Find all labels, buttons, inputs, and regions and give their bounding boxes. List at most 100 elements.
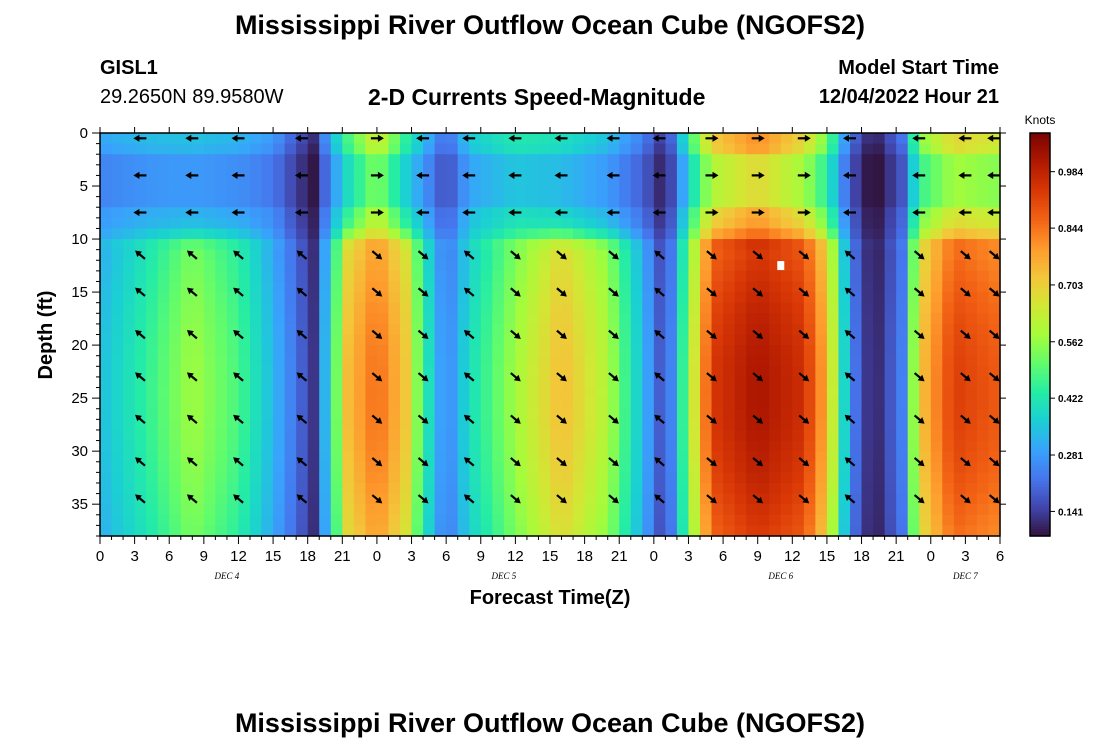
heatmap-cell xyxy=(423,376,436,389)
heatmap-cell xyxy=(296,387,309,399)
heatmap-cell xyxy=(630,249,643,261)
heatmap-cell xyxy=(769,461,782,473)
heatmap-cell xyxy=(700,164,713,177)
heatmap-cell xyxy=(169,323,182,336)
heatmap-cell xyxy=(319,154,332,166)
heatmap-cell xyxy=(780,164,793,177)
heatmap-cell xyxy=(746,345,759,357)
heatmap-cell xyxy=(526,387,540,399)
heatmap-cell xyxy=(492,207,505,219)
heatmap-cell xyxy=(976,461,990,473)
heatmap-cell xyxy=(342,398,355,410)
heatmap-cell xyxy=(873,355,886,367)
heatmap-cell xyxy=(561,398,574,410)
heatmap-cell xyxy=(723,323,736,336)
heatmap-cell xyxy=(400,154,413,166)
heatmap-cell xyxy=(215,451,228,463)
heatmap-cell xyxy=(873,429,886,442)
heatmap-cell xyxy=(169,482,182,495)
heatmap-cell xyxy=(873,292,886,304)
heatmap-cell xyxy=(284,154,297,166)
heatmap-cell xyxy=(780,419,793,431)
heatmap-cell xyxy=(215,345,228,357)
heatmap-cell xyxy=(642,239,655,251)
heatmap-cell xyxy=(284,376,297,389)
heatmap-cell xyxy=(953,143,966,155)
heatmap-cell xyxy=(873,440,886,452)
heatmap-cell xyxy=(803,387,816,399)
heatmap-cell xyxy=(688,440,701,452)
heatmap-cell xyxy=(607,281,620,293)
current-arrow xyxy=(186,330,198,340)
current-arrow xyxy=(417,287,429,297)
heatmap-cell xyxy=(319,461,332,473)
heatmap-cell xyxy=(446,270,459,283)
heatmap-cell xyxy=(157,186,170,198)
heatmap-cell xyxy=(850,260,863,272)
heatmap-cell xyxy=(838,398,851,410)
heatmap-cell xyxy=(284,355,297,367)
current-arrow xyxy=(186,287,198,297)
heatmap-cell xyxy=(365,196,378,208)
current-arrow xyxy=(798,457,810,467)
heatmap-cell xyxy=(561,302,574,314)
colorbar-segment xyxy=(1030,296,1050,300)
heatmap-cell xyxy=(376,323,390,336)
heatmap-cell xyxy=(261,154,274,166)
heatmap-cell xyxy=(492,164,505,177)
heatmap-cell xyxy=(965,419,978,431)
heatmap-cell xyxy=(365,334,378,346)
heatmap-cell xyxy=(446,323,459,336)
colorbar-segment xyxy=(1030,422,1050,426)
heatmap-cell xyxy=(792,482,805,495)
heatmap-cell xyxy=(746,504,759,516)
x-tick-label: 6 xyxy=(996,548,1004,565)
heatmap-cell xyxy=(526,355,540,367)
heatmap-cell xyxy=(688,419,701,431)
heatmap-cell xyxy=(250,239,263,251)
heatmap-cell xyxy=(250,207,263,219)
heatmap-cell xyxy=(446,154,459,166)
heatmap-cell xyxy=(503,154,516,166)
heatmap-cell xyxy=(284,387,297,399)
current-arrow xyxy=(556,457,567,467)
heatmap-cell xyxy=(700,451,713,463)
heatmap-cell xyxy=(261,292,274,304)
heatmap-cell xyxy=(215,429,228,442)
heatmap-cell xyxy=(596,408,609,420)
heatmap-cell xyxy=(342,175,355,187)
heatmap-cell xyxy=(550,345,563,357)
colorbar-segment xyxy=(1030,143,1050,147)
heatmap-cell xyxy=(180,493,193,505)
heatmap-cell xyxy=(330,429,343,442)
heatmap-cell xyxy=(123,313,136,325)
heatmap-cell xyxy=(376,281,390,293)
heatmap-cell xyxy=(942,493,955,505)
heatmap-cell xyxy=(757,186,770,198)
heatmap-cell xyxy=(561,334,574,346)
heatmap-cell xyxy=(342,228,355,240)
heatmap-cell xyxy=(561,249,574,261)
heatmap-cell xyxy=(803,493,816,505)
heatmap-cell xyxy=(757,281,770,293)
heatmap-cell xyxy=(446,366,459,378)
colorbar-segment xyxy=(1030,447,1050,451)
heatmap-cell xyxy=(884,429,897,442)
heatmap-cell xyxy=(653,504,666,516)
heatmap-cell xyxy=(238,366,251,378)
heatmap-cell xyxy=(376,313,390,325)
heatmap-cell xyxy=(653,302,666,314)
heatmap-cell xyxy=(838,143,851,155)
current-arrow xyxy=(913,494,925,504)
heatmap-cell xyxy=(723,408,736,420)
heatmap-cell xyxy=(826,207,840,219)
heatmap-cell xyxy=(526,429,540,442)
heatmap-cell xyxy=(330,270,343,283)
heatmap-cell xyxy=(676,249,690,261)
colorbar-segment xyxy=(1030,374,1050,378)
heatmap-cell xyxy=(896,334,909,346)
x-tick-label: 18 xyxy=(299,548,316,565)
heatmap-cell xyxy=(123,472,136,484)
heatmap-cell xyxy=(607,143,620,155)
heatmap-cell xyxy=(665,292,678,304)
